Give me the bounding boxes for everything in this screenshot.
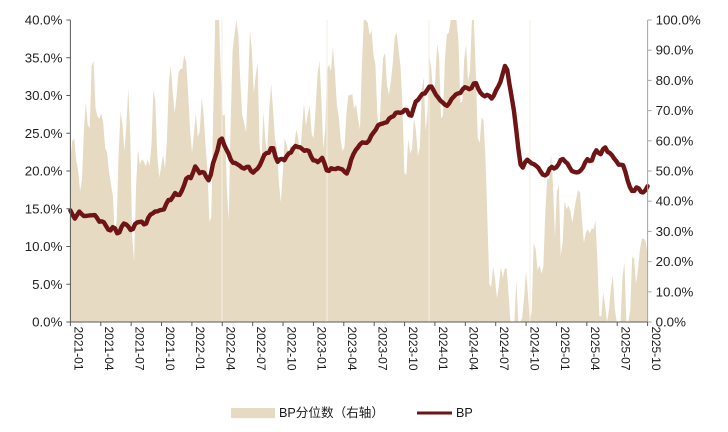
svg-text:70.0%: 70.0% bbox=[656, 103, 694, 118]
svg-text:2024-07: 2024-07 bbox=[497, 327, 511, 371]
svg-text:BP分位数（右轴）: BP分位数（右轴） bbox=[279, 406, 384, 420]
svg-text:15.0%: 15.0% bbox=[25, 201, 63, 216]
svg-text:2023-07: 2023-07 bbox=[375, 327, 389, 371]
svg-text:10.0%: 10.0% bbox=[656, 284, 694, 299]
svg-text:0.0%: 0.0% bbox=[32, 315, 62, 330]
svg-text:2024-04: 2024-04 bbox=[467, 327, 481, 371]
svg-text:20.0%: 20.0% bbox=[25, 164, 63, 179]
svg-text:5.0%: 5.0% bbox=[32, 277, 62, 292]
svg-text:2024-01: 2024-01 bbox=[436, 327, 450, 371]
svg-text:100.0%: 100.0% bbox=[656, 13, 701, 28]
svg-text:80.0%: 80.0% bbox=[656, 73, 694, 88]
svg-text:40.0%: 40.0% bbox=[25, 13, 63, 28]
svg-text:90.0%: 90.0% bbox=[656, 43, 694, 58]
svg-text:BP: BP bbox=[456, 406, 473, 420]
svg-text:10.0%: 10.0% bbox=[25, 239, 63, 254]
svg-text:50.0%: 50.0% bbox=[656, 164, 694, 179]
svg-text:20.0%: 20.0% bbox=[656, 254, 694, 269]
svg-text:2022-01: 2022-01 bbox=[193, 327, 207, 371]
svg-text:2023-04: 2023-04 bbox=[345, 327, 359, 371]
svg-text:2025-07: 2025-07 bbox=[619, 327, 633, 371]
svg-text:2022-07: 2022-07 bbox=[254, 327, 268, 371]
svg-text:2025-01: 2025-01 bbox=[558, 327, 572, 371]
svg-text:2023-01: 2023-01 bbox=[315, 327, 329, 371]
svg-text:2023-10: 2023-10 bbox=[406, 327, 420, 371]
svg-text:2021-10: 2021-10 bbox=[163, 327, 177, 371]
svg-text:30.0%: 30.0% bbox=[25, 88, 63, 103]
svg-text:2025-10: 2025-10 bbox=[649, 327, 663, 371]
svg-text:30.0%: 30.0% bbox=[656, 224, 694, 239]
svg-text:60.0%: 60.0% bbox=[656, 133, 694, 148]
svg-text:2022-04: 2022-04 bbox=[224, 327, 238, 371]
svg-text:2024-10: 2024-10 bbox=[527, 327, 541, 371]
svg-text:25.0%: 25.0% bbox=[25, 126, 63, 141]
svg-text:40.0%: 40.0% bbox=[656, 194, 694, 209]
svg-text:2025-04: 2025-04 bbox=[588, 327, 602, 371]
svg-text:2021-04: 2021-04 bbox=[102, 327, 116, 371]
svg-text:2021-01: 2021-01 bbox=[72, 327, 86, 371]
svg-text:35.0%: 35.0% bbox=[25, 50, 63, 65]
svg-text:2021-07: 2021-07 bbox=[132, 327, 146, 371]
svg-text:2022-10: 2022-10 bbox=[284, 327, 298, 371]
